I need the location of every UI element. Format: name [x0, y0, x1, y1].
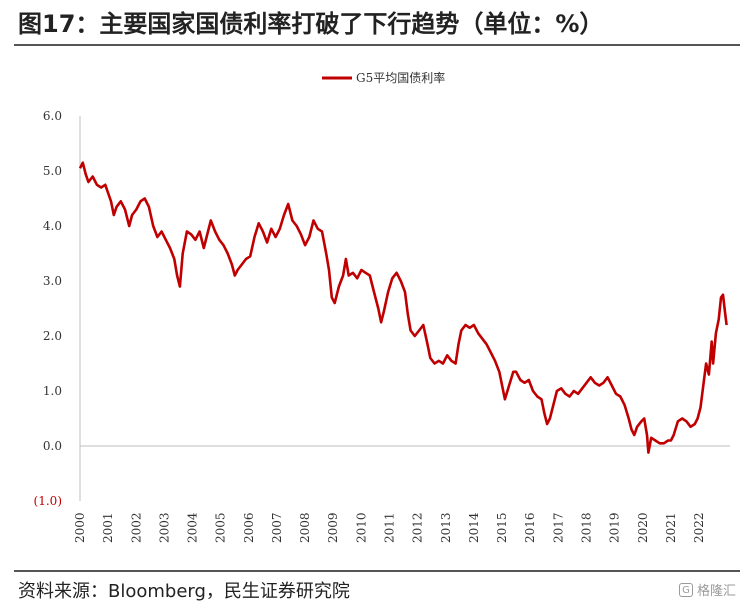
chart: G5平均国债利率 6.0 5.0 4.0 3.0 2.0 1.0 0.0 (1.0) 2000…: [34, 70, 730, 543]
y-tick-labels: 6.0 5.0 4.0 3.0 2.0 1.0 0.0 (1.0): [34, 109, 62, 508]
figure-title: 图17：主要国家国债利率打破了下行趋势（单位：%）: [18, 10, 604, 38]
y-tick-label: 4.0: [43, 219, 62, 233]
x-tick-label: 2000: [73, 512, 87, 543]
watermark-logo-icon: G: [678, 582, 693, 597]
x-tick-label: 2009: [326, 512, 340, 543]
x-tick-label: 2002: [129, 512, 143, 543]
y-tick-label: 0.0: [43, 439, 62, 453]
bottom-rule: [14, 570, 740, 572]
x-tick-label: 2018: [579, 512, 593, 543]
y-tick-label: 3.0: [43, 274, 62, 288]
watermark-text: 格隆汇: [696, 584, 736, 599]
x-tick-label: 2019: [608, 512, 622, 543]
x-tick-label: 2013: [439, 512, 453, 543]
x-tick-label: 2012: [411, 512, 425, 543]
x-tick-labels: 2000 2001 2002 2003 2004 2005 2006 2007 2008 2009…: [73, 512, 706, 543]
legend: G5平均国债利率: [322, 70, 445, 85]
x-tick-label: 2010: [354, 512, 368, 543]
x-tick-label: 2021: [664, 512, 678, 543]
series-line-g5-average-yield: [78, 161, 728, 454]
x-tick-label: 2006: [242, 512, 256, 543]
x-tick-label: 2003: [157, 512, 171, 543]
x-tick-label: 2015: [495, 512, 509, 543]
x-tick-label: 2016: [523, 512, 537, 543]
legend-label: G5平均国债利率: [356, 70, 445, 85]
x-tick-label: 2001: [101, 512, 115, 543]
x-tick-label: 2020: [636, 512, 650, 543]
x-tick-label: 2011: [383, 512, 397, 543]
x-tick-label: 2004: [186, 512, 200, 543]
x-tick-label: 2008: [298, 512, 312, 543]
y-tick-label: 6.0: [43, 109, 62, 123]
y-tick-label: 5.0: [43, 164, 62, 178]
y-tick-label: 1.0: [43, 384, 62, 398]
watermark: G 格隆汇: [678, 580, 736, 599]
source-note: 资料来源：Bloomberg，民生证券研究院: [18, 581, 350, 602]
x-tick-label: 2017: [551, 512, 565, 543]
y-tick-label: 2.0: [43, 329, 62, 343]
x-tick-label: 2005: [214, 512, 228, 543]
x-tick-label: 2014: [467, 512, 481, 543]
x-tick-label: 2022: [692, 512, 706, 543]
y-tick-label: (1.0): [34, 494, 62, 508]
x-tick-label: 2007: [270, 512, 284, 543]
top-rule: [14, 44, 740, 46]
